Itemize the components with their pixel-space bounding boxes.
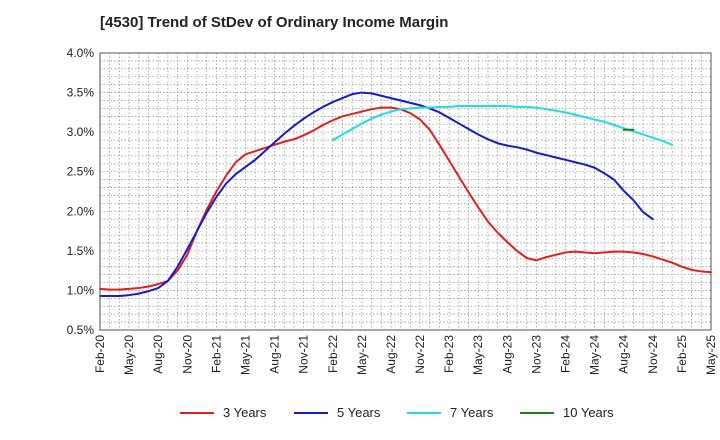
y-tick-labels: 0.5% 1.0% 1.5% 2.0% 2.5% 3.0% 3.5% 4.0% xyxy=(67,46,95,337)
legend-swatch xyxy=(520,411,554,414)
x-tick-labels: Feb-20 May-20 Aug-20 Nov-20 Feb-21 May-21 Aug-… xyxy=(93,335,718,375)
x-tick-label: Aug-24 xyxy=(617,335,631,374)
y-tick-label: 1.5% xyxy=(67,244,95,258)
x-tick-label: Feb-21 xyxy=(209,335,223,373)
y-tick-label: 1.0% xyxy=(67,283,95,297)
y-tick-label: 2.5% xyxy=(67,165,95,179)
x-tick-label: Aug-22 xyxy=(384,335,398,374)
legend-item: 10 Years xyxy=(520,405,614,420)
legend-swatch xyxy=(407,411,441,414)
x-tick-label: Aug-20 xyxy=(151,335,165,374)
x-tick-label: Feb-22 xyxy=(326,335,340,373)
x-tick-label: May-20 xyxy=(122,335,136,375)
plot-frame xyxy=(99,52,712,331)
grid xyxy=(99,52,712,331)
x-tick-label: Feb-25 xyxy=(675,335,689,373)
x-tick-label: Aug-23 xyxy=(500,335,514,374)
x-tick-label: Feb-24 xyxy=(559,335,573,373)
chart-title: [4530] Trend of StDev of Ordinary Income… xyxy=(100,14,449,31)
x-tick-label: May-23 xyxy=(471,335,485,375)
series-lines xyxy=(99,91,712,297)
series-line-5-years xyxy=(99,91,654,297)
y-tick-label: 4.0% xyxy=(67,46,95,60)
legend-swatch xyxy=(180,411,214,414)
y-tick-label: 0.5% xyxy=(67,323,95,337)
legend-item: 5 Years xyxy=(294,405,380,420)
x-tick-label: May-24 xyxy=(588,335,602,375)
legend-item: 7 Years xyxy=(407,405,493,420)
legend-label: 5 Years xyxy=(337,405,381,420)
x-tick-label: Nov-21 xyxy=(297,335,311,374)
x-tick-label: Nov-24 xyxy=(646,335,660,374)
x-tick-label: May-21 xyxy=(238,335,252,375)
y-tick-label: 3.0% xyxy=(67,125,95,139)
x-tick-label: Feb-23 xyxy=(442,335,456,373)
legend-item: 3 Years xyxy=(180,405,266,420)
x-tick-label: Aug-21 xyxy=(268,335,282,374)
legend-swatch xyxy=(294,411,328,414)
y-tick-label: 2.0% xyxy=(67,204,95,218)
series-line-7-years xyxy=(331,105,674,146)
x-tick-label: Nov-23 xyxy=(529,335,543,374)
y-tick-label: 3.5% xyxy=(67,86,95,100)
legend-label: 10 Years xyxy=(563,405,614,420)
x-tick-label: Feb-20 xyxy=(93,335,107,373)
x-tick-label: May-22 xyxy=(355,335,369,375)
x-tick-label: Nov-22 xyxy=(413,335,427,374)
x-tick-label: Nov-20 xyxy=(180,335,194,374)
legend-label: 3 Years xyxy=(223,405,267,420)
legend-label: 7 Years xyxy=(450,405,494,420)
x-tick-label: May-25 xyxy=(704,335,718,375)
series-line-3-years xyxy=(99,106,712,291)
